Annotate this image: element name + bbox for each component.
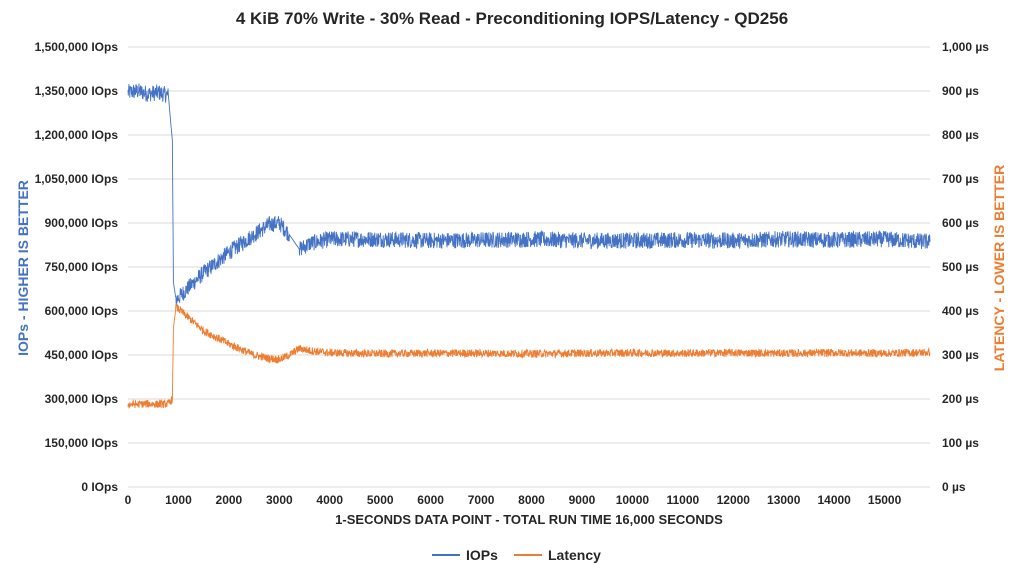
y-right-tick-label: 100 µs (942, 436, 979, 450)
series-line-iops (127, 83, 931, 306)
x-tick-label: 12000 (717, 493, 751, 507)
y-right-tick-label: 300 µs (942, 348, 979, 362)
y-left-tick-label: 300,000 IOps (45, 392, 119, 406)
y-right-tick-label: 600 µs (942, 216, 979, 230)
x-axis-label: 1-SECONDS DATA POINT - TOTAL RUN TIME 16… (335, 512, 723, 527)
y-left-tick-label: 750,000 IOps (45, 260, 119, 274)
x-tick-label: 5000 (367, 493, 394, 507)
x-tick-label: 11000 (666, 493, 699, 507)
y-right-tick-label: 700 µs (942, 172, 979, 186)
x-tick-label: 15000 (868, 493, 902, 507)
y-right-tick-label: 200 µs (942, 392, 979, 406)
y-left-tick-label: 450,000 IOps (45, 348, 119, 362)
y-left-tick-label: 600,000 IOps (45, 304, 119, 318)
x-tick-label: 9000 (569, 493, 596, 507)
x-tick-label: 3000 (266, 493, 293, 507)
legend: IOPs Latency (432, 547, 601, 563)
x-tick-label: 0 (125, 493, 132, 507)
chart-title: 4 KiB 70% Write - 30% Read - Preconditio… (236, 9, 788, 28)
legend-label-iops: IOPs (466, 547, 498, 563)
x-tick-label: 6000 (417, 493, 444, 507)
y-axis-right-ticks: 0 µs 100 µs 200 µs 300 µs 400 µs 500 µs 600 µs… (942, 40, 989, 494)
x-tick-label: 13000 (767, 493, 801, 507)
y-left-tick-label: 1,200,000 IOps (35, 128, 119, 142)
y-axis-right-label: LATENCY - LOWER IS BETTER (991, 165, 1007, 371)
y-left-tick-label: 0 IOps (81, 480, 118, 494)
x-axis-ticks: 0 1000 2000 3000 4000 5000 6000 7000 8000 9000 100… (125, 493, 902, 507)
y-right-tick-label: 500 µs (942, 260, 979, 274)
x-tick-label: 7000 (468, 493, 495, 507)
gridlines (128, 46, 930, 488)
x-tick-label: 14000 (817, 493, 851, 507)
y-left-tick-label: 1,050,000 IOps (35, 172, 119, 186)
y-axis-left-ticks: 0 IOps 150,000 IOps 300,000 IOps 450,000 IO… (35, 40, 119, 494)
y-right-tick-label: 900 µs (942, 84, 979, 98)
x-tick-label: 1000 (165, 493, 192, 507)
x-tick-label: 8000 (518, 493, 545, 507)
y-left-tick-label: 900,000 IOps (45, 216, 119, 230)
series-lines (127, 83, 931, 410)
y-right-tick-label: 400 µs (942, 304, 979, 318)
y-right-tick-label: 0 µs (942, 480, 966, 494)
x-tick-label: 2000 (216, 493, 243, 507)
y-right-tick-label: 1,000 µs (942, 40, 989, 54)
y-right-tick-label: 800 µs (942, 128, 979, 142)
y-left-tick-label: 150,000 IOps (45, 436, 119, 450)
y-axis-left-label: IOPs - HIGHER IS BETTER (15, 180, 31, 356)
legend-label-latency: Latency (548, 547, 601, 563)
series-line-latency (127, 304, 931, 410)
x-tick-label: 10000 (616, 493, 650, 507)
x-tick-label: 4000 (316, 493, 343, 507)
y-left-tick-label: 1,500,000 IOps (35, 40, 119, 54)
y-left-tick-label: 1,350,000 IOps (35, 84, 119, 98)
